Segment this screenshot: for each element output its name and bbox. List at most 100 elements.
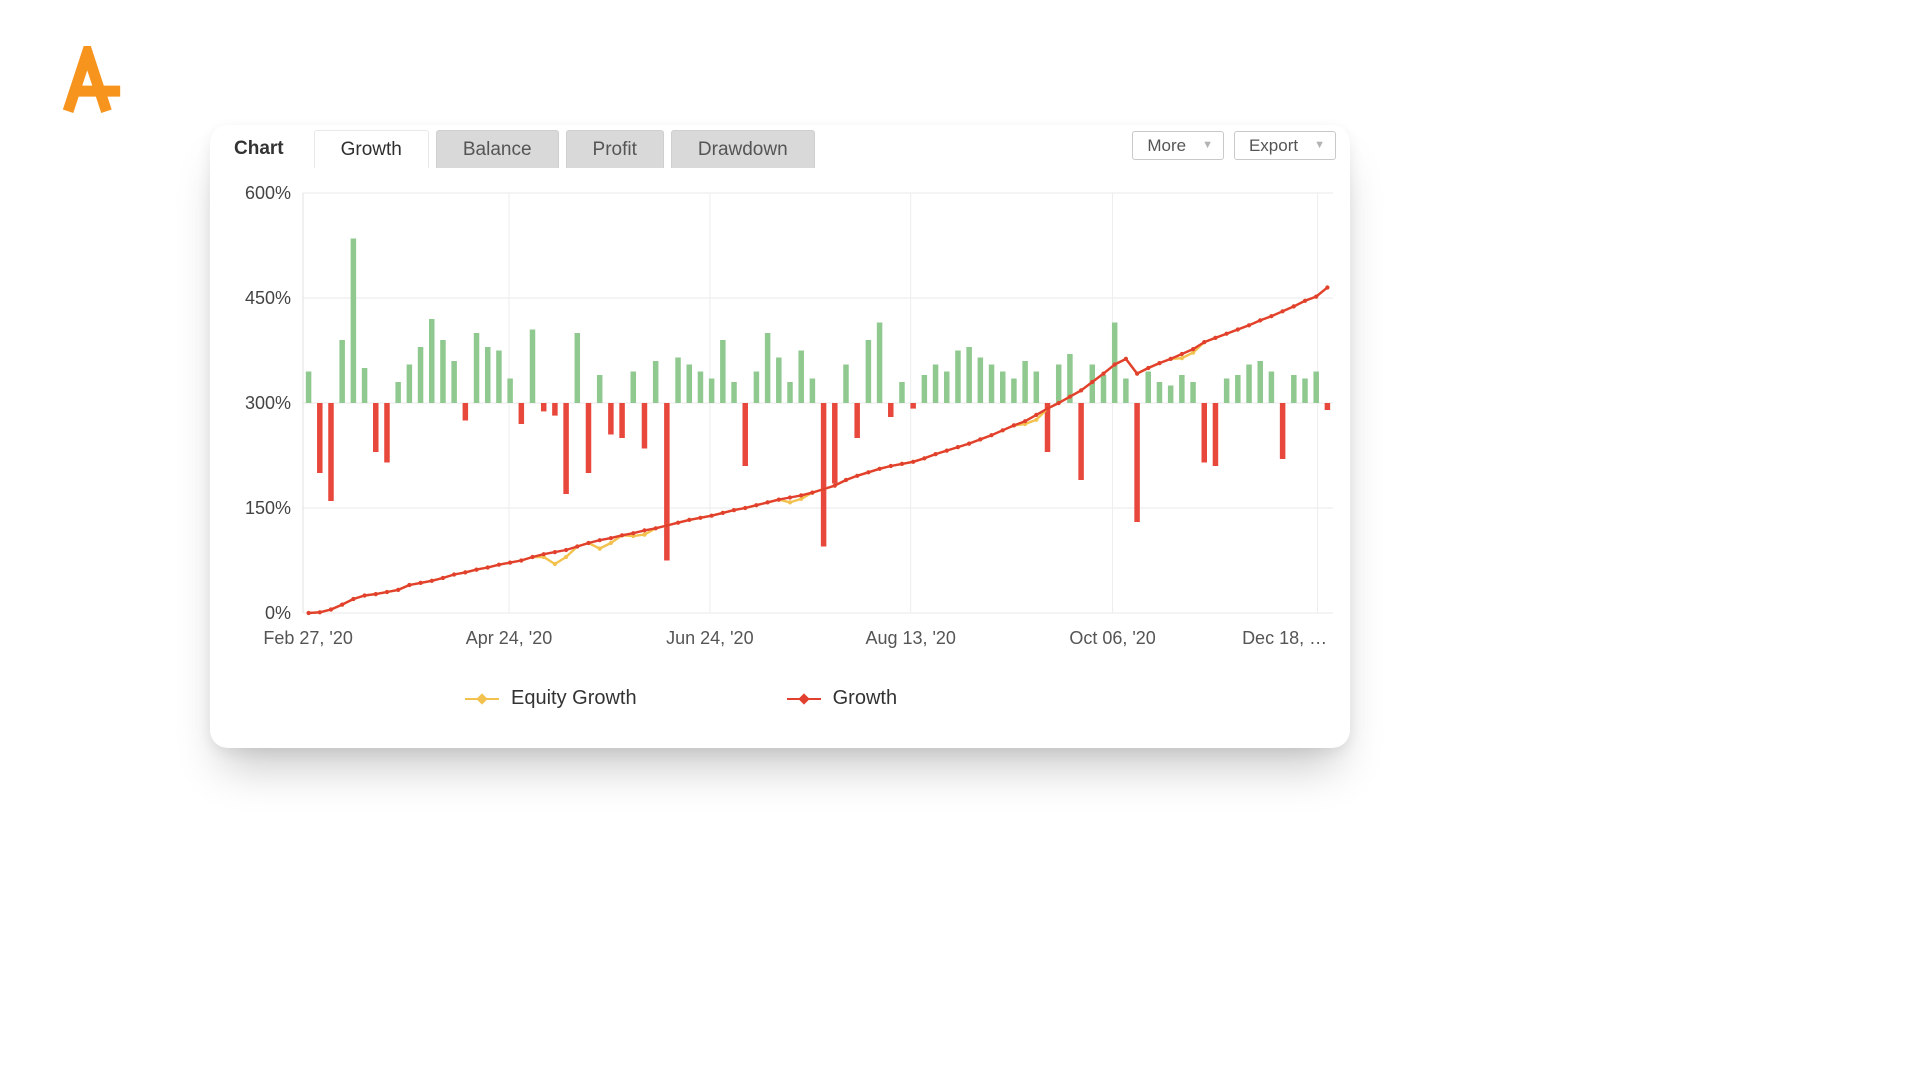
export-button[interactable]: Export ▼ bbox=[1233, 131, 1336, 160]
loss-bar bbox=[1134, 403, 1140, 522]
loss-bar bbox=[373, 403, 379, 452]
loss-bar bbox=[462, 403, 469, 421]
line-marker bbox=[653, 526, 658, 531]
line-marker bbox=[1101, 371, 1106, 376]
profit-bar bbox=[1190, 382, 1196, 403]
profit-bar bbox=[529, 329, 536, 403]
line-marker bbox=[642, 532, 647, 537]
x-tick-label: Oct 06, '20 bbox=[1069, 628, 1155, 648]
legend-label-growth: Growth bbox=[832, 687, 898, 709]
profit-bar bbox=[361, 368, 368, 403]
chart-area: 0% 150% 300% 450% 600% Feb 27, '20 Apr 24, '20… bbox=[210, 171, 1350, 663]
chevron-down-icon: ▼ bbox=[1202, 139, 1213, 151]
line-marker bbox=[608, 540, 613, 546]
legend-item-growth[interactable]: Growth bbox=[786, 687, 898, 710]
loss-bar bbox=[619, 403, 625, 438]
line-marker bbox=[1011, 423, 1017, 428]
profit-bar bbox=[843, 364, 849, 403]
panel-title: Chart bbox=[234, 138, 284, 159]
line-marker bbox=[787, 495, 793, 500]
brand-logo-icon bbox=[62, 35, 121, 113]
line-marker bbox=[877, 466, 882, 471]
line-marker bbox=[1090, 379, 1095, 385]
line-marker bbox=[799, 493, 804, 498]
legend-item-equity-growth[interactable]: Equity Growth bbox=[465, 687, 637, 710]
more-button[interactable]: More ▼ bbox=[1132, 131, 1224, 160]
line-marker bbox=[575, 544, 580, 549]
profit-bar bbox=[1167, 385, 1174, 403]
growth-line bbox=[308, 286, 1329, 615]
profit-bar bbox=[944, 371, 950, 403]
line-marker bbox=[597, 538, 602, 543]
tab-profit[interactable]: Profit bbox=[565, 130, 664, 168]
profit-bar bbox=[1235, 375, 1241, 403]
profit-bar bbox=[921, 375, 928, 403]
toolbar-buttons: More ▼ Export ▼ bbox=[1132, 131, 1336, 160]
loss-bar bbox=[518, 403, 525, 424]
line-marker bbox=[440, 575, 445, 581]
chart-panel: Chart Growth Balance Profit Drawdown Mor… bbox=[210, 125, 1350, 748]
line-marker bbox=[552, 561, 557, 567]
line-marker bbox=[496, 562, 501, 567]
profit-bar bbox=[966, 347, 972, 403]
line-marker bbox=[1258, 318, 1263, 323]
chart-legend: Equity Growth Growth bbox=[210, 687, 1350, 710]
line-marker bbox=[888, 463, 893, 469]
x-tick-label: Dec 18, … bbox=[1242, 628, 1327, 648]
profit-bar bbox=[932, 364, 939, 403]
chevron-down-icon: ▼ bbox=[1314, 139, 1325, 151]
line-marker bbox=[1325, 285, 1330, 290]
line-marker bbox=[687, 517, 692, 522]
profit-bar bbox=[686, 364, 692, 403]
line-marker bbox=[1191, 350, 1196, 355]
y-tick-label: 0% bbox=[265, 603, 291, 623]
tab-balance-label: Balance bbox=[462, 138, 532, 160]
y-tick-label: 150% bbox=[245, 498, 291, 518]
profit-bar bbox=[473, 333, 480, 403]
brand-logo[interactable] bbox=[58, 35, 122, 118]
line-marker bbox=[530, 554, 535, 560]
line-marker bbox=[373, 592, 378, 597]
profit-bar bbox=[809, 378, 816, 403]
profit-bar bbox=[1100, 375, 1107, 403]
profit-bar bbox=[417, 347, 424, 403]
profit-bar bbox=[1156, 382, 1163, 403]
line-marker bbox=[810, 490, 815, 495]
tab-balance[interactable]: Balance bbox=[435, 130, 559, 168]
profit-bar bbox=[798, 350, 804, 403]
profit-bar bbox=[876, 322, 883, 403]
line-marker bbox=[1168, 356, 1173, 361]
tab-bar: Chart Growth Balance Profit Drawdown Mor… bbox=[210, 125, 1350, 171]
line-marker bbox=[1034, 417, 1039, 422]
loss-bar bbox=[1212, 403, 1219, 466]
profit-bar bbox=[350, 238, 357, 403]
profit-bar bbox=[899, 382, 905, 403]
tab-drawdown[interactable]: Drawdown bbox=[670, 130, 815, 168]
line-marker bbox=[955, 445, 961, 450]
line-marker bbox=[989, 433, 994, 438]
line-marker bbox=[866, 470, 871, 475]
x-tick-label: Apr 24, '20 bbox=[466, 628, 553, 648]
line-marker bbox=[843, 477, 849, 483]
profit-bar bbox=[1257, 361, 1263, 403]
profit-bar bbox=[865, 340, 872, 403]
profit-bar bbox=[652, 361, 659, 403]
line-marker bbox=[552, 550, 557, 555]
tab-growth[interactable]: Growth bbox=[313, 130, 429, 168]
loss-bar bbox=[854, 403, 860, 438]
line-marker bbox=[340, 602, 345, 607]
line-marker bbox=[922, 456, 927, 461]
profit-bar bbox=[496, 350, 502, 403]
profit-bar bbox=[720, 340, 726, 403]
line-marker bbox=[1135, 371, 1140, 376]
equity-growth-marker-icon bbox=[465, 692, 499, 705]
loss-bar bbox=[1078, 403, 1084, 480]
line-marker bbox=[508, 560, 513, 565]
profit-bar bbox=[596, 375, 603, 403]
profit-bar bbox=[977, 357, 984, 403]
loss-bar bbox=[552, 403, 558, 416]
loss-bar bbox=[1279, 403, 1286, 459]
line-marker bbox=[978, 437, 983, 442]
line-marker bbox=[541, 552, 546, 557]
tab-growth-label: Growth bbox=[340, 138, 402, 160]
